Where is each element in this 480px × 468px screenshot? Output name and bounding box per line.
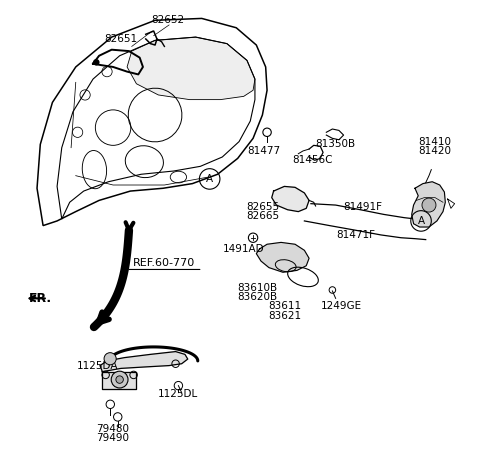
Text: 81410: 81410	[419, 137, 452, 146]
Text: FR.: FR.	[29, 292, 52, 305]
Text: 83620B: 83620B	[238, 292, 278, 302]
Text: 82665: 82665	[246, 211, 279, 221]
Text: A: A	[206, 174, 213, 184]
Text: 79490: 79490	[96, 433, 130, 443]
Circle shape	[422, 198, 436, 212]
Text: 1125DA: 1125DA	[77, 360, 119, 371]
Text: 83621: 83621	[268, 311, 301, 321]
Text: 1491AD: 1491AD	[223, 244, 264, 254]
Text: 82652: 82652	[151, 15, 184, 25]
Text: REF.60-770: REF.60-770	[133, 258, 195, 268]
Text: 81350B: 81350B	[315, 139, 356, 149]
Text: 81456C: 81456C	[292, 155, 333, 165]
Polygon shape	[272, 186, 309, 212]
Text: 83610B: 83610B	[238, 283, 278, 292]
Text: 1125DL: 1125DL	[158, 388, 199, 399]
Polygon shape	[100, 351, 188, 372]
Text: 81477: 81477	[248, 146, 281, 156]
Text: 82651: 82651	[105, 34, 138, 44]
Text: 81420: 81420	[419, 146, 452, 156]
Circle shape	[116, 376, 123, 383]
Circle shape	[93, 59, 99, 66]
Text: 81491F: 81491F	[343, 202, 382, 212]
Text: 83611: 83611	[268, 301, 301, 311]
Text: 81471F: 81471F	[336, 230, 375, 240]
Text: 82655: 82655	[246, 202, 279, 212]
Circle shape	[104, 353, 116, 365]
Polygon shape	[412, 182, 445, 227]
Text: 1249GE: 1249GE	[321, 301, 362, 311]
Polygon shape	[127, 37, 255, 100]
Polygon shape	[102, 372, 136, 389]
Polygon shape	[256, 242, 309, 272]
Circle shape	[111, 371, 128, 388]
Text: 79480: 79480	[96, 424, 130, 434]
Text: A: A	[418, 216, 425, 226]
